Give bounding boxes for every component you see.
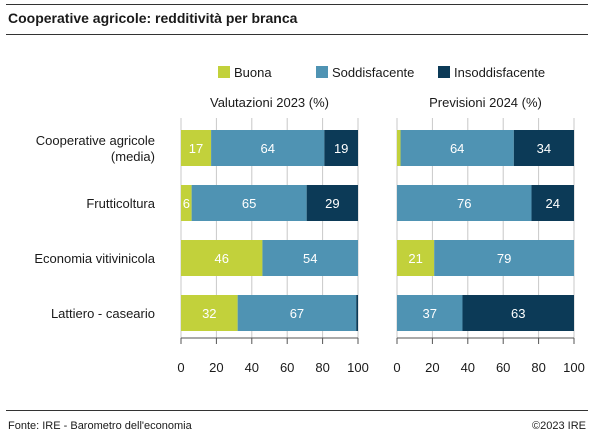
legend-swatch-soddisfacente — [316, 66, 328, 78]
bar-segment-soddisfacente — [262, 240, 358, 276]
data-label: 79 — [497, 251, 511, 266]
x-tick-label: 100 — [347, 360, 369, 375]
bar-segment-buona — [181, 295, 238, 331]
data-label: 17 — [189, 141, 203, 156]
bar-segment-buona — [181, 240, 263, 276]
x-tick-label: 0 — [393, 360, 400, 375]
data-label: 76 — [457, 196, 471, 211]
data-label: 46 — [214, 251, 228, 266]
bar-segment-soddisfacente — [400, 130, 514, 166]
footer-rule — [6, 410, 588, 411]
bar-segment-insoddisfacente — [306, 185, 358, 221]
data-label: 24 — [546, 196, 560, 211]
bar-segment-buona — [397, 130, 401, 166]
bar-segment-soddisfacente — [237, 295, 357, 331]
bar-segment-insoddisfacente — [324, 130, 358, 166]
legend-label-soddisfacente: Soddisfacente — [332, 65, 414, 80]
bar-segment-insoddisfacente — [531, 185, 574, 221]
data-label: 34 — [537, 141, 551, 156]
data-label: 63 — [511, 306, 525, 321]
footer-source: Fonte: IRE - Barometro dell'economia — [8, 420, 192, 432]
category-label: Cooperative agricole — [36, 133, 155, 148]
data-label: 67 — [290, 306, 304, 321]
data-label: 64 — [260, 141, 274, 156]
x-tick-label: 20 — [425, 360, 439, 375]
data-label: 37 — [423, 306, 437, 321]
data-label: 19 — [334, 141, 348, 156]
category-label: (media) — [111, 149, 155, 164]
category-label: Lattiero - caseario — [51, 306, 155, 321]
bar-segment-soddisfacente — [397, 185, 532, 221]
x-tick-label: 60 — [496, 360, 510, 375]
bar-segment-soddisfacente — [191, 185, 307, 221]
bar-segment-soddisfacente — [211, 130, 325, 166]
x-tick-label: 60 — [280, 360, 294, 375]
bar-segment-soddisfacente — [434, 240, 574, 276]
bar-segment-buona — [397, 240, 435, 276]
x-tick-label: 80 — [531, 360, 545, 375]
legend-swatch-buona — [218, 66, 230, 78]
bar-segment-insoddisfacente — [356, 295, 358, 331]
x-tick-label: 80 — [315, 360, 329, 375]
data-label: 21 — [408, 251, 422, 266]
top-rule — [6, 4, 588, 5]
data-label: 6 — [183, 196, 190, 211]
bar-segment-buona — [181, 130, 212, 166]
legend-label-buona: Buona — [234, 65, 272, 80]
title-underline — [6, 34, 588, 35]
category-label: Economia vitivinicola — [34, 251, 155, 266]
chart-title: Cooperative agricole: redditività per br… — [8, 10, 298, 26]
stacked-bar-chart: Buona Soddisfacente Insoddisfacente Coopera… — [34, 65, 585, 375]
data-label: 65 — [242, 196, 256, 211]
x-tick-label: 0 — [177, 360, 184, 375]
data-label: 64 — [450, 141, 464, 156]
x-tick-label: 20 — [209, 360, 223, 375]
bar-segment-insoddisfacente — [513, 130, 574, 166]
legend-swatch-insoddisfacente — [438, 66, 450, 78]
legend-label-insoddisfacente: Insoddisfacente — [454, 65, 545, 80]
category-label: Frutticoltura — [86, 196, 155, 211]
panel-title: Previsioni 2024 (%) — [429, 95, 542, 110]
x-tick-label: 40 — [461, 360, 475, 375]
data-label: 29 — [325, 196, 339, 211]
data-label: 54 — [303, 251, 317, 266]
bar-segment-buona — [181, 185, 192, 221]
panel-title: Valutazioni 2023 (%) — [210, 95, 329, 110]
footer-copyright: ©2023 IRE — [532, 420, 586, 432]
bar-segment-soddisfacente — [397, 295, 463, 331]
data-label: 32 — [202, 306, 216, 321]
bar-segment-insoddisfacente — [462, 295, 574, 331]
x-tick-label: 100 — [563, 360, 585, 375]
x-tick-label: 40 — [245, 360, 259, 375]
